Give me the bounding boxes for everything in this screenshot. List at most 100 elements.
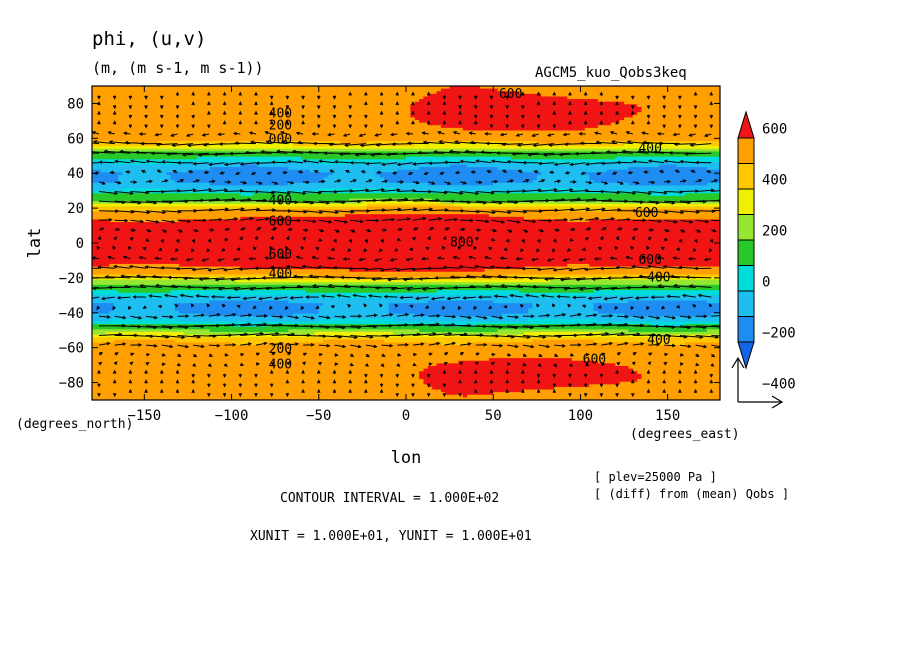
field-cell xyxy=(279,169,285,173)
field-cell xyxy=(148,101,154,105)
field-cell xyxy=(471,159,477,163)
field-cell xyxy=(467,161,473,166)
field-cell xyxy=(109,148,115,153)
field-cell xyxy=(440,130,446,134)
field-cell xyxy=(305,112,311,116)
field-cell xyxy=(584,167,590,171)
field-cell xyxy=(100,106,106,111)
field-cell xyxy=(475,114,481,118)
field-cell xyxy=(388,122,394,126)
field-cell xyxy=(379,106,385,111)
field-cell xyxy=(667,93,673,98)
field-cell xyxy=(161,133,167,137)
field-cell xyxy=(275,159,281,163)
field-cell xyxy=(235,138,241,142)
field-cell xyxy=(161,93,167,98)
field-cell xyxy=(244,120,250,124)
field-cell xyxy=(279,114,285,118)
field-cell xyxy=(462,86,468,90)
field-cell xyxy=(410,104,416,108)
field-cell xyxy=(667,138,673,142)
field-cell xyxy=(131,169,137,173)
field-cell xyxy=(410,164,416,168)
field-cell xyxy=(541,167,547,171)
field-cell xyxy=(113,114,119,118)
field-cell xyxy=(244,159,250,163)
field-cell xyxy=(628,140,634,145)
field-cell xyxy=(667,125,673,129)
field-cell xyxy=(174,120,180,124)
field-cell xyxy=(126,117,132,121)
field-cell xyxy=(292,146,298,150)
field-cell xyxy=(292,120,298,124)
field-cell xyxy=(135,146,141,150)
field-cell xyxy=(423,101,429,105)
field-cell xyxy=(257,101,263,105)
field-cell xyxy=(170,164,176,168)
field-cell xyxy=(715,169,720,173)
field-cell xyxy=(458,120,464,124)
field-cell xyxy=(118,167,124,171)
field-cell xyxy=(427,130,433,134)
field-cell xyxy=(375,91,381,95)
field-cell xyxy=(528,143,534,147)
field-cell xyxy=(545,130,551,134)
field-cell xyxy=(410,125,416,129)
field-cell xyxy=(336,133,342,137)
field-cell xyxy=(131,120,137,124)
field-cell xyxy=(310,125,316,129)
field-cell xyxy=(227,143,233,147)
field-cell xyxy=(384,133,390,137)
field-cell xyxy=(445,127,451,132)
field-cell xyxy=(436,88,442,92)
field-cell xyxy=(240,174,246,179)
field-cell xyxy=(702,143,708,147)
field-cell xyxy=(414,93,420,98)
field-cell xyxy=(715,151,720,155)
field-cell xyxy=(240,86,246,90)
field-cell xyxy=(523,112,529,116)
field-cell xyxy=(484,120,490,124)
field-cell xyxy=(279,88,285,92)
field-cell xyxy=(711,106,717,111)
field-cell xyxy=(362,109,368,113)
field-cell xyxy=(488,146,494,150)
field-cell xyxy=(266,122,272,126)
field-cell xyxy=(523,151,529,155)
field-cell xyxy=(554,101,560,105)
field-cell xyxy=(166,96,172,100)
field-cell xyxy=(214,91,220,95)
field-cell xyxy=(650,122,656,126)
field-cell xyxy=(432,117,438,121)
field-cell xyxy=(240,109,246,113)
field-cell xyxy=(275,114,281,118)
field-cell xyxy=(641,172,647,176)
field-cell xyxy=(214,135,220,139)
field-cell xyxy=(148,112,154,116)
field-cell xyxy=(192,117,198,121)
field-cell xyxy=(257,99,263,103)
field-cell xyxy=(192,114,198,118)
field-cell xyxy=(139,164,145,168)
field-cell xyxy=(432,114,438,118)
field-cell xyxy=(536,169,542,173)
field-cell xyxy=(497,143,503,147)
field-cell xyxy=(336,127,342,132)
field-cell xyxy=(528,148,534,153)
field-cell xyxy=(471,148,477,153)
field-cell xyxy=(632,156,638,160)
field-cell xyxy=(244,114,250,118)
field-cell xyxy=(445,138,451,142)
field-cell xyxy=(563,130,568,134)
field-cell xyxy=(698,99,704,103)
field-cell xyxy=(314,172,320,176)
field-cell xyxy=(174,138,180,142)
field-cell xyxy=(475,106,481,111)
field-cell xyxy=(541,91,547,95)
field-cell xyxy=(166,143,172,147)
field-cell xyxy=(314,99,320,103)
field-cell xyxy=(349,117,355,121)
field-cell xyxy=(654,169,660,173)
field-cell xyxy=(384,148,390,153)
field-cell xyxy=(715,164,720,168)
